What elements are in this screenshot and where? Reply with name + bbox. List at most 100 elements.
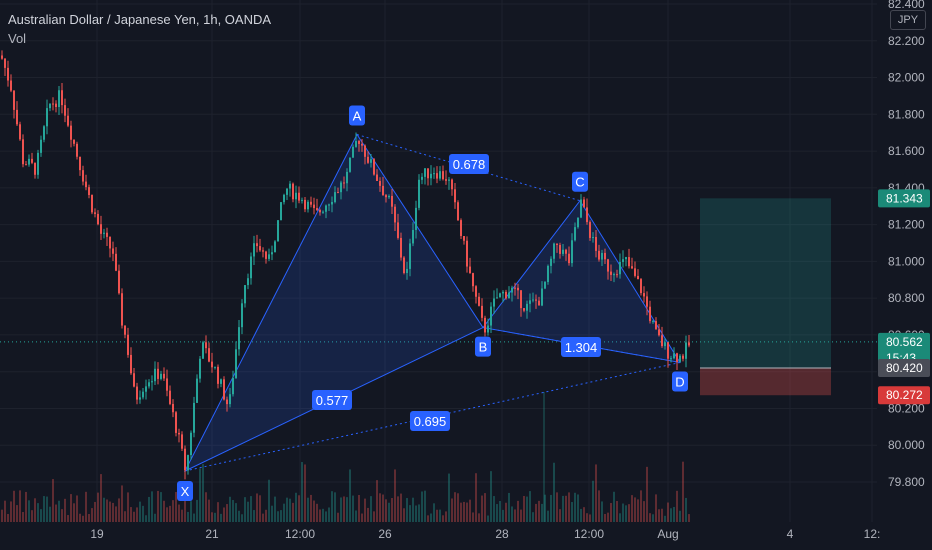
volume-bar: [82, 515, 84, 522]
candle-body: [358, 141, 360, 144]
volume-bar: [490, 471, 492, 522]
volume-bar: [556, 492, 558, 522]
volume-bar: [289, 498, 291, 522]
volume-bar: [340, 497, 342, 522]
volume-bar: [424, 490, 426, 522]
candle-body: [184, 448, 186, 471]
long-position-zones[interactable]: [0, 198, 877, 396]
candle-body: [229, 394, 231, 405]
candle-body: [463, 236, 465, 241]
volume-bar: [685, 497, 687, 522]
point-label-x[interactable]: X: [177, 480, 193, 501]
volume-bar: [286, 497, 288, 522]
volume-bar: [658, 509, 660, 522]
volume-bar: [157, 490, 159, 522]
volume-bar: [481, 495, 483, 522]
point-label-b[interactable]: B: [475, 336, 491, 357]
candle-body: [331, 202, 333, 205]
volume-bar: [496, 504, 498, 522]
stop-zone[interactable]: [700, 368, 831, 396]
volume-bar: [331, 491, 333, 522]
candle-body: [364, 145, 366, 157]
volume-bar: [103, 497, 105, 522]
volume-bar: [577, 494, 579, 522]
volume-bar: [205, 492, 207, 522]
candle-body: [76, 143, 78, 157]
volume-bar: [247, 501, 249, 522]
volume-bar: [250, 496, 252, 522]
time-tick-label: 21: [205, 527, 219, 541]
pattern-labels[interactable]: X A B C D 0.577 0.678 1.304 0.695: [177, 105, 688, 501]
volume-bar: [259, 495, 261, 522]
symbol-title[interactable]: Australian Dollar / Japanese Yen, 1h, OA…: [8, 12, 272, 27]
ratio-label-xb[interactable]: 0.577: [312, 390, 352, 410]
candle-body: [328, 204, 330, 206]
volume-bar: [151, 491, 153, 522]
point-label-a[interactable]: A: [349, 105, 365, 126]
volume-bar: [67, 515, 69, 522]
point-label-c[interactable]: C: [572, 171, 588, 192]
candle-body: [55, 103, 57, 108]
volume-bar: [523, 495, 525, 522]
candle-body: [502, 291, 504, 294]
volume-bar: [214, 512, 216, 522]
target-zone[interactable]: [700, 198, 831, 369]
candle-body: [493, 298, 495, 307]
volume-bar: [457, 493, 459, 522]
candle-body: [634, 268, 636, 276]
volume-label[interactable]: Vol: [8, 31, 27, 46]
volume-bar: [367, 507, 369, 522]
volume-bar: [112, 502, 114, 522]
candle-body: [355, 141, 357, 147]
candle-body: [352, 146, 354, 158]
candle-body: [340, 182, 342, 193]
volume-bar: [313, 500, 315, 522]
candle-body: [523, 308, 525, 311]
volume-bar: [22, 512, 24, 522]
candle-body: [250, 256, 252, 279]
point-label-d[interactable]: D: [672, 371, 688, 392]
candle-body: [28, 158, 30, 165]
candle-body: [508, 292, 510, 299]
volume-bar: [226, 504, 228, 522]
volume-bar: [538, 500, 540, 522]
volume-bar: [679, 510, 681, 522]
candle-body: [484, 317, 486, 333]
candle-body: [592, 237, 594, 239]
ratio-label-ac[interactable]: 0.678: [449, 154, 489, 174]
volume-bar: [595, 464, 597, 522]
price-axis[interactable]: 82.40082.20082.00081.80081.60081.40081.2…: [877, 0, 932, 550]
point-label-a-box: [349, 105, 365, 126]
candle-body: [295, 192, 297, 200]
candle-body: [82, 170, 84, 182]
candle-body: [25, 164, 27, 166]
volume-bar: [631, 495, 633, 522]
volume-bar: [346, 497, 348, 522]
time-axis[interactable]: 19 21 12:00 26 28 12:00 Aug 4 12:: [90, 527, 880, 541]
volume-bar: [37, 503, 39, 522]
currency-button[interactable]: JPY: [890, 10, 926, 30]
candle-body: [322, 211, 324, 213]
volume-bar: [400, 493, 402, 522]
candle-body: [214, 366, 216, 368]
volume-bar: [580, 508, 582, 522]
volume-bar: [136, 507, 138, 522]
volume-bar: [328, 507, 330, 522]
candle-body: [625, 257, 627, 260]
candle-body: [397, 222, 399, 238]
volume-bar: [361, 513, 363, 522]
candle-body: [292, 183, 294, 200]
volume-bar: [589, 514, 591, 522]
volume-bar: [358, 494, 360, 522]
candle-body: [517, 287, 519, 291]
volume-bar: [31, 510, 33, 522]
volume-bar: [421, 491, 423, 522]
candle-body: [325, 205, 327, 212]
volume-bar: [316, 503, 318, 522]
ratio-label-bd[interactable]: 1.304: [561, 337, 601, 357]
ratio-label-xd[interactable]: 0.695: [410, 411, 450, 431]
volume-bar: [613, 491, 615, 522]
volume-bar: [592, 480, 594, 522]
candle-body: [199, 358, 201, 379]
